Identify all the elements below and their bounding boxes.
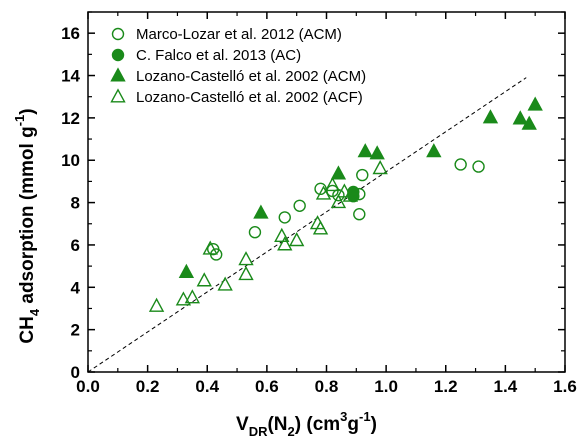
- data-point: [196, 272, 212, 287]
- data-point: [330, 165, 347, 180]
- data-point: [293, 199, 306, 212]
- legend-label: Marco-Lozar et al. 2012 (ACM): [136, 26, 342, 43]
- legend-label: C. Falco et al. 2013 (AC): [136, 47, 301, 64]
- legend-label: Lozano-Castelló et al. 2002 (ACF): [136, 89, 363, 106]
- data-point: [312, 220, 329, 235]
- legend-marker: [110, 88, 126, 103]
- data-point: [336, 183, 353, 198]
- data-point: [482, 109, 499, 124]
- x-tick-label: 0.0: [76, 377, 100, 396]
- data-point: [148, 297, 165, 312]
- y-axis-label: CH4 adsorption (mmol g-1): [12, 108, 42, 343]
- data-point: [454, 158, 467, 171]
- x-tick-label: 0.8: [315, 377, 339, 396]
- x-tick-label: 1.6: [553, 377, 577, 396]
- data-point: [248, 226, 262, 239]
- legend-label: Lozano-Castelló et al. 2002 (ACM): [136, 68, 366, 85]
- y-tick-label: 0: [71, 363, 80, 382]
- y-tick-label: 2: [71, 321, 80, 340]
- data-point: [184, 289, 201, 304]
- legend-marker: [110, 67, 126, 82]
- x-tick-label: 0.4: [195, 377, 219, 396]
- reference-line: [87, 77, 527, 373]
- data-point: [274, 227, 290, 242]
- y-tick-label: 8: [71, 194, 80, 213]
- data-point: [472, 160, 485, 173]
- data-point: [253, 204, 269, 219]
- data-point: [289, 232, 305, 247]
- axes: 0.0 0.2 0.4 0.6 0.8 1.0 1.2 1.4 1.6 0 2 4 6 8 10 12 14 16: [61, 11, 577, 396]
- y-tick-label: 4: [71, 278, 81, 297]
- data-point: [426, 143, 442, 158]
- data-point: [369, 145, 385, 160]
- series-2: [178, 96, 543, 278]
- data-point: [353, 208, 366, 221]
- data-point: [356, 168, 369, 182]
- data-point: [314, 182, 327, 196]
- data-point: [277, 236, 293, 251]
- x-tick-label: 1.2: [434, 377, 458, 396]
- data-point: [238, 251, 254, 266]
- data-point: [278, 211, 291, 224]
- series-3: [148, 160, 388, 312]
- data-point: [178, 263, 195, 278]
- legend-marker: [111, 27, 125, 41]
- x-tick-label: 1.0: [374, 377, 398, 396]
- y-tick-label: 12: [61, 109, 80, 128]
- legend-marker: [111, 48, 125, 62]
- data-point: [357, 143, 373, 158]
- data-point: [202, 240, 218, 255]
- legend: Marco-Lozar et al. 2012 (ACM) C. Falco et…: [110, 26, 366, 106]
- x-axis-label: VDR(N2) (cm3g-1): [236, 409, 377, 439]
- data-point: [527, 96, 543, 111]
- x-tick-label: 1.4: [494, 377, 518, 396]
- x-tick-label: 0.6: [255, 377, 279, 396]
- data-point: [238, 265, 254, 281]
- data-markers: [148, 96, 543, 312]
- data-point: [521, 115, 537, 130]
- y-tick-label: 6: [71, 236, 80, 255]
- y-tick-label: 10: [61, 151, 80, 170]
- data-point: [342, 187, 359, 202]
- series-0: [207, 158, 485, 261]
- data-point: [324, 176, 341, 192]
- data-point: [217, 276, 233, 291]
- reference-line-group: [87, 77, 527, 373]
- y-tick-label: 14: [61, 67, 80, 86]
- x-tick-label: 0.2: [136, 377, 160, 396]
- data-point: [175, 291, 192, 306]
- data-point: [330, 193, 347, 209]
- data-point: [512, 110, 528, 125]
- data-point: [372, 160, 388, 175]
- y-tick-label: 16: [61, 24, 80, 43]
- data-point: [315, 185, 332, 200]
